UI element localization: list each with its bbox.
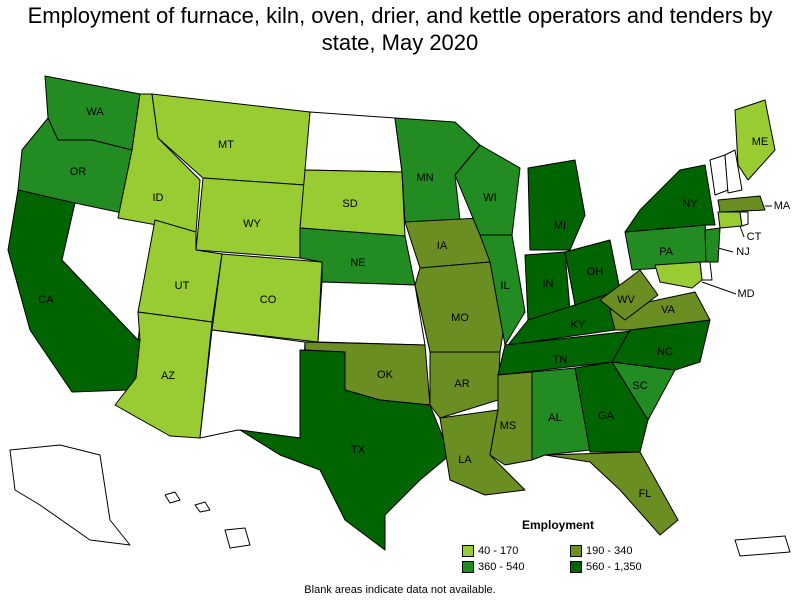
legend-item-1: 40 - 170 [462, 545, 518, 557]
state-label-ne: NE [350, 257, 365, 269]
state-label-tn: TN [553, 354, 568, 366]
legend-swatch-4 [570, 561, 582, 573]
leader-line-ct [739, 225, 745, 238]
state-label-ma: MA [774, 200, 791, 212]
state-ny [624, 164, 716, 233]
state-label-va: VA [661, 304, 676, 316]
state-label-pa: PA [659, 246, 674, 258]
state-il [479, 234, 526, 346]
state-label-ok: OK [377, 369, 394, 381]
state-label-ga: GA [598, 410, 615, 422]
state-label-sc: SC [632, 380, 647, 392]
state-label-mt: MT [218, 139, 234, 151]
state-label-fl: FL [639, 488, 652, 500]
state-label-ms: MS [500, 420, 517, 432]
state-az [114, 311, 213, 439]
state-label-az: AZ [161, 370, 175, 382]
state-label-ct: CT [747, 231, 762, 243]
state-label-wa: WA [86, 106, 104, 118]
state-wv [599, 269, 659, 321]
state-label-ar: AR [454, 378, 469, 390]
state-ma [717, 195, 766, 213]
state-nh [724, 149, 743, 194]
state-hi [164, 491, 251, 549]
state-fl [544, 451, 679, 536]
state-label-co: CO [260, 294, 277, 306]
map-title: Employment of furnace, kiln, oven, drier… [27, 3, 773, 55]
state-nm [199, 329, 306, 439]
state-me [734, 99, 776, 181]
legend-swatch-2 [570, 545, 582, 557]
legend-item-4: 560 - 1,350 [570, 561, 642, 573]
state-ga [574, 361, 649, 453]
state-mo [414, 261, 506, 353]
state-ri [739, 211, 749, 227]
state-label-nc: NC [657, 346, 673, 358]
state-label-wv: WV [617, 294, 635, 306]
state-label-nj: NJ [736, 246, 749, 258]
legend-item-3: 360 - 540 [462, 561, 524, 573]
state-ar [429, 351, 501, 419]
state-label-ny: NY [682, 198, 698, 210]
state-label-md: MD [737, 288, 754, 300]
state-label-mn: MN [416, 172, 433, 184]
state-label-al: AL [548, 412, 561, 424]
legend-label-2: 190 - 340 [586, 545, 633, 557]
state-label-ia: IA [437, 240, 448, 252]
state-label-la: LA [458, 454, 472, 466]
state-label-in: IN [543, 278, 554, 290]
state-label-tx: TX [351, 444, 366, 456]
legend-label-3: 360 - 540 [478, 561, 525, 573]
state-label-wy: WY [243, 218, 261, 230]
state-wi [454, 144, 521, 236]
state-tx [239, 349, 451, 551]
state-ak [9, 444, 131, 546]
state-md [654, 261, 703, 289]
leader-line-nj [717, 247, 734, 253]
state-mn [394, 117, 481, 223]
legend-item-2: 190 - 340 [570, 545, 632, 557]
state-label-or: OR [70, 166, 87, 178]
state-label-ky: KY [571, 319, 586, 331]
state-label-id: ID [153, 192, 164, 204]
state-pr [734, 535, 791, 557]
legend-swatch-3 [462, 561, 474, 573]
state-ct [717, 211, 743, 229]
state-label-oh: OH [587, 266, 604, 278]
state-nj [704, 227, 721, 263]
state-label-sd: SD [342, 198, 357, 210]
legend: Employment 40 - 170 190 - 340 360 - 540 … [462, 518, 662, 578]
state-label-mo: MO [451, 312, 469, 324]
state-al [531, 367, 591, 461]
legend-label-4: 560 - 1,350 [586, 561, 642, 573]
legend-swatch-1 [462, 545, 474, 557]
state-nd [304, 111, 403, 173]
state-mi [527, 159, 586, 251]
state-label-me: ME [752, 136, 769, 148]
state-ks [317, 281, 426, 346]
leader-line-md [701, 281, 737, 295]
legend-label-1: 40 - 170 [478, 545, 519, 557]
state-va [609, 291, 711, 331]
state-label-mi: MI [554, 220, 566, 232]
state-label-ut: UT [175, 280, 190, 292]
legend-title: Employment [522, 518, 595, 532]
footnote: Blank areas indicate data not available. [304, 584, 496, 596]
state-label-wi: WI [483, 192, 496, 204]
state-label-ca: CA [38, 294, 54, 306]
state-label-il: IL [500, 280, 509, 292]
